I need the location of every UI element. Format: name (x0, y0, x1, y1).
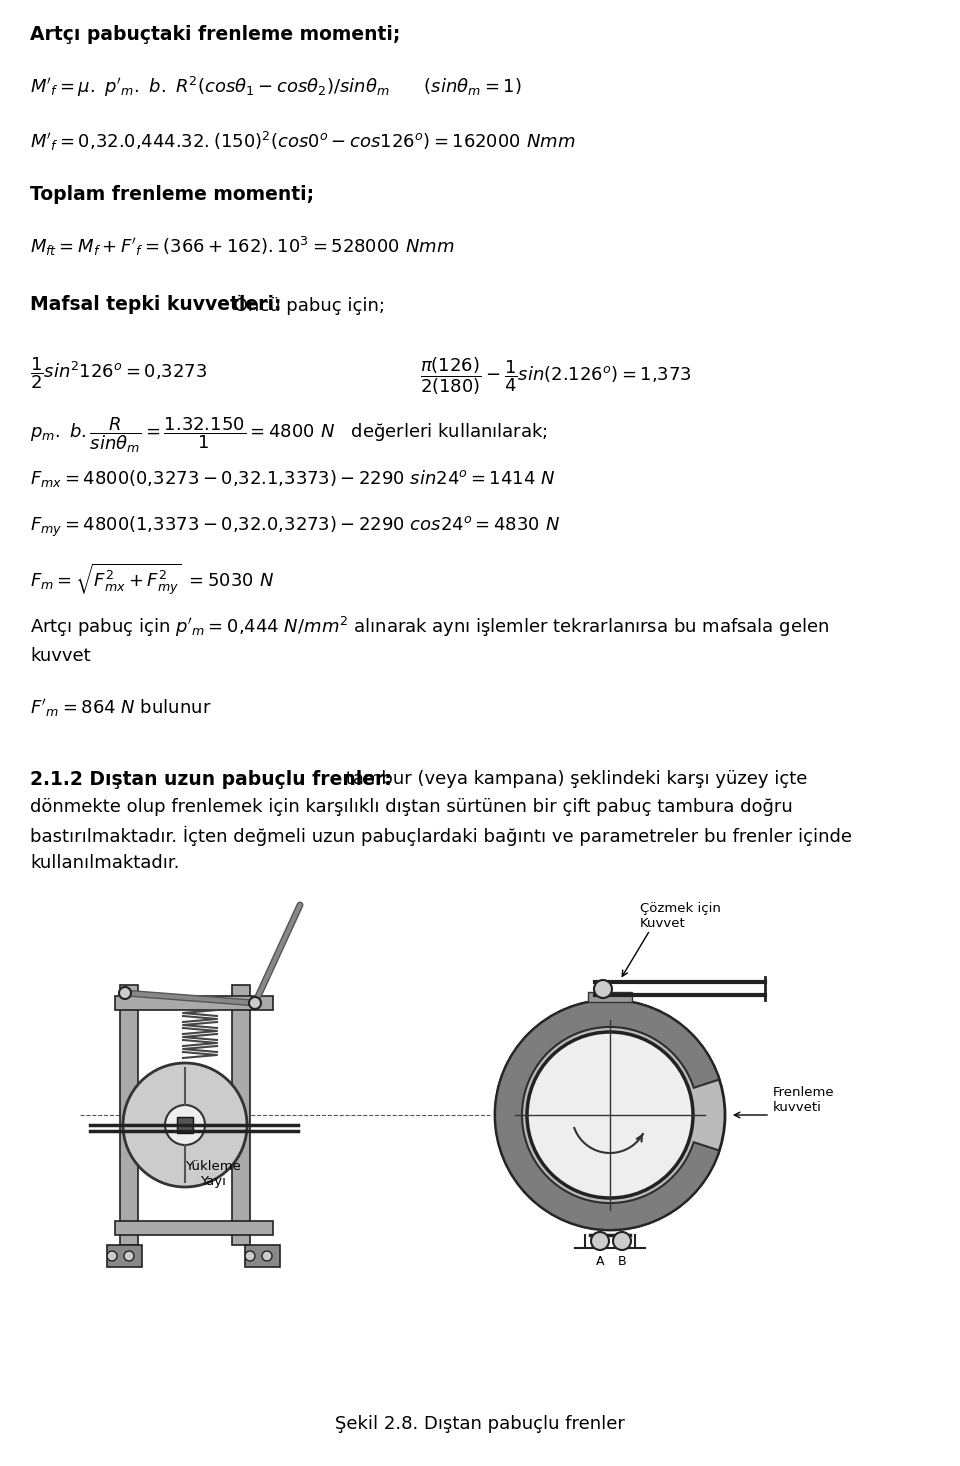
Circle shape (249, 997, 261, 1009)
Circle shape (124, 1250, 134, 1261)
Text: Öncü pabuç için;: Öncü pabuç için; (228, 295, 385, 315)
Text: Artçı pabuçtaki frenleme momenti;: Artçı pabuçtaki frenleme momenti; (30, 25, 400, 44)
Text: kullanılmaktadır.: kullanılmaktadır. (30, 855, 180, 872)
Bar (245, 1245, 280, 1267)
Bar (588, 992, 632, 1001)
Text: Şekil 2.8. Dıştan pabuçlu frenler: Şekil 2.8. Dıştan pabuçlu frenler (335, 1415, 625, 1432)
Bar (115, 995, 273, 1010)
Bar (177, 1117, 193, 1133)
Text: 2.1.2 Dıştan uzun pabuçlu frenler:: 2.1.2 Dıştan uzun pabuçlu frenler: (30, 770, 392, 789)
Circle shape (245, 1250, 255, 1261)
Text: $M'_f = 0{,}32.0{,}444.32.(150)^2(cos0^o - cos126^o) = 162000\ Nmm$: $M'_f = 0{,}32.0{,}444.32.(150)^2(cos0^o… (30, 130, 575, 152)
Text: Artçı pabuç için $p'_m = 0{,}444\ N/mm^2$ alınarak aynı işlemler tekrarlanırsa b: Artçı pabuç için $p'_m = 0{,}444\ N/mm^2… (30, 616, 829, 639)
Bar (107, 1245, 142, 1267)
Bar (232, 985, 250, 1245)
Text: dönmekte olup frenlemek için karşılıklı dıştan sürtünen bir çift pabuç tambura d: dönmekte olup frenlemek için karşılıklı … (30, 798, 793, 817)
Text: Mafsal tepki kuvvetleri:: Mafsal tepki kuvvetleri: (30, 295, 281, 314)
Circle shape (107, 1250, 117, 1261)
Circle shape (165, 1105, 205, 1145)
Text: tambur (veya kampana) şeklindeki karşı yüzey içte: tambur (veya kampana) şeklindeki karşı y… (340, 770, 807, 789)
Text: Yükleme
Yayı: Yükleme Yayı (185, 1160, 241, 1187)
Text: Çözmek için
Kuvvet: Çözmek için Kuvvet (640, 902, 721, 929)
Text: A: A (596, 1255, 604, 1268)
Text: $F_m = \sqrt{F_{mx}^2 + F_{my}^2}\ =5030\ N$: $F_m = \sqrt{F_{mx}^2 + F_{my}^2}\ =5030… (30, 561, 275, 597)
Text: $F_{mx} = 4800(0{,}3273 - 0{,}32.1{,}3373) - 2290\ sin24^o = 1414\ N$: $F_{mx} = 4800(0{,}3273 - 0{,}32.1{,}337… (30, 468, 556, 490)
Text: $\dfrac{1}{2}sin^2126^o = 0{,}3273$: $\dfrac{1}{2}sin^2126^o = 0{,}3273$ (30, 355, 207, 390)
Circle shape (594, 979, 612, 998)
Text: $p_m.\ b.\dfrac{R}{sin\theta_m} = \dfrac{1.32.150}{1} = 4800\ N\ \ $ değerleri k: $p_m.\ b.\dfrac{R}{sin\theta_m} = \dfrac… (30, 415, 548, 454)
Text: $\dfrac{\pi(126)}{2(180)} - \dfrac{1}{4}sin(2.126^o) = 1{,}373$: $\dfrac{\pi(126)}{2(180)} - \dfrac{1}{4}… (420, 355, 692, 397)
Text: $M_{ft} = M_f + F'_f = (366 + 162).10^3 = 528000\ Nmm$: $M_{ft} = M_f + F'_f = (366 + 162).10^3 … (30, 235, 454, 258)
Bar (120, 985, 138, 1245)
Circle shape (527, 1032, 693, 1198)
Circle shape (262, 1250, 272, 1261)
Polygon shape (495, 1000, 719, 1230)
Text: Frenleme
kuvveti: Frenleme kuvveti (773, 1086, 834, 1114)
Circle shape (591, 1231, 609, 1250)
Text: Toplam frenleme momenti;: Toplam frenleme momenti; (30, 185, 314, 204)
Circle shape (613, 1231, 631, 1250)
Text: kuvvet: kuvvet (30, 647, 90, 666)
Text: $F'_m = 864\ N$ bulunur: $F'_m = 864\ N$ bulunur (30, 696, 211, 718)
Circle shape (495, 1000, 725, 1230)
Circle shape (123, 1063, 247, 1187)
Text: $M'_f = \mu.\ p'_m.\ b.\ R^2(cos\theta_1 - cos\theta_2)/sin\theta_m \qquad (sin\: $M'_f = \mu.\ p'_m.\ b.\ R^2(cos\theta_1… (30, 75, 521, 100)
Circle shape (119, 987, 131, 998)
Text: B: B (617, 1255, 626, 1268)
Text: $F_{my} = 4800(1{,}3373 - 0{,}32.0{,}3273) - 2290\ cos24^o = 4830\ N$: $F_{my} = 4800(1{,}3373 - 0{,}32.0{,}327… (30, 515, 560, 539)
Bar (115, 1221, 273, 1234)
Text: bastırılmaktadır. İçten değmeli uzun pabuçlardaki bağıntı ve parametreler bu fre: bastırılmaktadır. İçten değmeli uzun pab… (30, 825, 852, 846)
